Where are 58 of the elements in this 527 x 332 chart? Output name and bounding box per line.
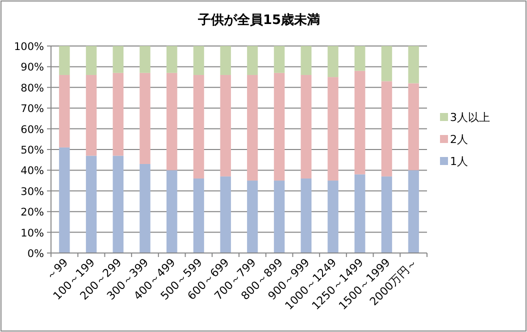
legend-label: 3人以上 [450, 111, 490, 124]
bar [86, 74, 97, 156]
y-tick-label: 80% [20, 82, 44, 94]
bar [354, 70, 366, 174]
y-tick-label: 20% [20, 206, 44, 219]
bar [140, 46, 150, 73]
bar [328, 77, 338, 181]
y-tick-label: 30% [20, 186, 44, 198]
bar [274, 180, 285, 253]
y-tick-label: 50% [20, 144, 44, 156]
bar [59, 147, 70, 253]
y-tick-label: 0% [27, 248, 44, 260]
y-tick-label: 10% [20, 227, 44, 240]
y-tick-label: 100% [14, 41, 44, 53]
bar [247, 180, 258, 253]
bar [59, 46, 70, 75]
bar [381, 176, 392, 253]
legend-label: 1人 [450, 155, 468, 168]
bar [193, 178, 204, 253]
legend-label: 2人 [450, 133, 468, 146]
bar [112, 46, 124, 73]
bar [166, 170, 178, 253]
x-tick-label: ～99 [44, 256, 71, 283]
bar [247, 74, 258, 181]
bar [86, 156, 97, 253]
bar [354, 46, 366, 71]
chart-title: 子供が全員15歳未満 [196, 13, 320, 28]
bar [112, 156, 124, 253]
y-tick-label: 60% [20, 124, 44, 136]
bar [381, 81, 392, 176]
bar [408, 83, 419, 170]
bar [220, 46, 231, 75]
bar [166, 46, 178, 73]
bar [274, 46, 285, 73]
bar [193, 46, 204, 75]
bar [220, 74, 231, 176]
bar [140, 72, 150, 164]
bar [408, 170, 419, 253]
bar [300, 178, 312, 253]
bar [300, 46, 312, 75]
bar [193, 74, 204, 178]
bar [408, 46, 419, 84]
bar [86, 46, 97, 75]
bar [381, 46, 392, 82]
bar [300, 74, 312, 178]
bar [112, 72, 124, 156]
bar [140, 164, 150, 253]
bar [166, 72, 178, 170]
bar [247, 46, 258, 75]
y-tick-label: 40% [20, 165, 44, 178]
bar [274, 72, 285, 181]
bar [354, 174, 366, 253]
bar [328, 46, 338, 78]
bar [328, 180, 338, 253]
y-tick-label: 90% [20, 62, 44, 74]
bar [59, 74, 70, 148]
y-tick-label: 70% [20, 103, 44, 116]
bar [220, 176, 231, 253]
